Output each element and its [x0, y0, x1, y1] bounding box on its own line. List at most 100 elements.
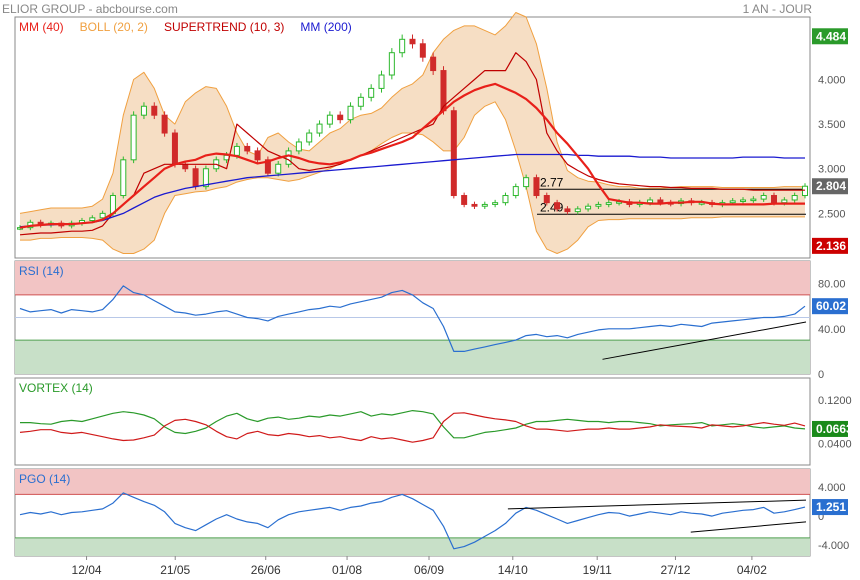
pgo-high-zone — [15, 469, 810, 495]
candle-body — [120, 159, 127, 197]
vortex-ytick-label: 0.1200 — [818, 395, 852, 407]
candle-body — [161, 114, 168, 134]
vortex-badge: 0.0663 — [816, 422, 853, 436]
candle-body — [357, 96, 364, 107]
candle-body — [419, 43, 426, 58]
x-tick-label: 04/02 — [737, 563, 767, 577]
price-ytick-label: 4.000 — [818, 74, 846, 86]
candle-body — [647, 199, 654, 204]
candle-body — [574, 208, 581, 213]
candle-body — [151, 105, 158, 116]
candle-body — [409, 38, 416, 45]
candle-body — [89, 217, 96, 222]
candle-body — [564, 208, 571, 213]
rsi-trendline — [602, 321, 807, 360]
candle-body — [130, 114, 137, 161]
x-tick-label: 21/05 — [160, 563, 190, 577]
candle-body — [388, 52, 395, 76]
candle-body — [729, 200, 736, 204]
pgo-badge-bg — [812, 499, 848, 516]
pgo-badge: 1.251 — [816, 500, 846, 514]
candle-body — [275, 163, 282, 174]
candle-body — [192, 168, 199, 188]
candle-body — [502, 195, 509, 204]
candle-body — [461, 195, 468, 205]
price-legend-1: BOLL (20, 2) — [80, 20, 148, 34]
pgo-ytick-label: 4.000 — [818, 482, 846, 494]
candle-body — [523, 177, 530, 188]
price-ytick-label: 2.500 — [818, 208, 846, 220]
candle-body — [306, 132, 313, 143]
price-badge-2: 2.136 — [816, 239, 846, 253]
candle-body — [171, 132, 178, 165]
hline-label-0: 2.77 — [540, 175, 564, 189]
vortex-badge-bg — [812, 420, 848, 437]
rsi-oversold-zone — [15, 340, 810, 374]
rsi-badge: 60.02 — [816, 299, 846, 313]
candle-body — [760, 195, 767, 200]
hline-label-1: 2.49 — [540, 200, 564, 214]
pgo-trendline-0 — [507, 499, 807, 510]
price-badge-1: 2.804 — [816, 179, 846, 193]
candle-body — [595, 203, 602, 207]
price-badge-1-bg — [812, 178, 848, 195]
x-tick-label: 14/10 — [498, 563, 528, 577]
price-badge-2-bg — [812, 237, 848, 254]
candle-body — [471, 203, 478, 207]
price-badge-0: 4.484 — [816, 29, 846, 43]
pgo-line — [19, 492, 806, 550]
candle-body — [605, 202, 612, 205]
candle-body — [481, 203, 488, 207]
rsi-overbought-zone — [15, 261, 810, 295]
candle-body — [554, 202, 561, 210]
mm40-line — [19, 82, 805, 229]
x-tick-label: 01/08 — [332, 563, 362, 577]
chart-title: ELIOR GROUP - abcbourse.com — [2, 2, 178, 16]
candle-body — [791, 195, 798, 201]
x-tick-label: 12/04 — [72, 563, 102, 577]
price-ytick-label: 3.500 — [818, 119, 846, 131]
candle-body — [492, 202, 499, 205]
candle-body — [99, 212, 106, 219]
candle-body — [533, 177, 540, 197]
candle-body — [750, 198, 757, 202]
candle-body — [399, 38, 406, 54]
price-legend-0: MM (40) — [19, 20, 64, 34]
supertrend-line — [19, 52, 805, 236]
rsi-badge-bg — [812, 298, 848, 315]
pgo-ytick-label: -4.000 — [818, 540, 849, 552]
rsi-legend-0: RSI (14) — [19, 264, 64, 278]
pgo-legend-0: PGO (14) — [19, 472, 70, 486]
candle-body — [771, 195, 778, 204]
candle-body — [585, 205, 592, 210]
rsi-ytick-label: 80.00 — [818, 279, 846, 291]
candle-body — [368, 87, 375, 98]
price-badge-0-bg — [812, 28, 848, 45]
candle-body — [512, 186, 519, 197]
chart-period: 1 AN - JOUR — [742, 2, 812, 16]
candle-body — [378, 74, 385, 89]
vortex-minus-line — [19, 412, 806, 443]
candle-body — [140, 105, 147, 116]
rsi-ytick-label: 0 — [818, 369, 824, 381]
candle-body — [285, 150, 292, 165]
pgo-low-zone — [15, 537, 810, 556]
mm200-line — [19, 153, 805, 228]
candle-body — [337, 114, 344, 121]
rsi-line — [19, 285, 806, 352]
candle-body — [802, 185, 808, 197]
x-tick-label: 06/09 — [414, 563, 444, 577]
vortex-plus-line — [20, 410, 806, 439]
candle-body — [740, 199, 747, 202]
candle-body — [543, 195, 550, 204]
candle-body — [781, 199, 788, 204]
rsi-ytick-label: 40.00 — [818, 324, 846, 336]
pgo-trendline-1 — [690, 521, 807, 533]
candle-body — [295, 141, 302, 152]
price-legend-2: SUPERTREND (10, 3) — [164, 20, 284, 34]
candle-body — [347, 105, 354, 121]
vortex-panel-frame — [14, 377, 811, 466]
candle-body — [254, 150, 261, 161]
x-tick-label: 26/06 — [251, 563, 281, 577]
